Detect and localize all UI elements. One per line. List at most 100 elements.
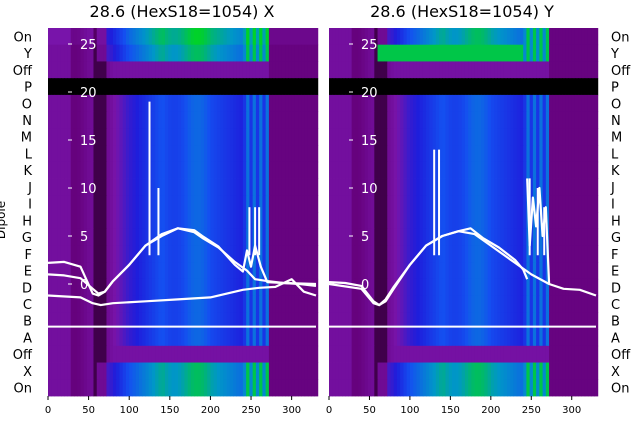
- heatmap-cell: [429, 161, 434, 179]
- heatmap-cell: [246, 329, 251, 347]
- heatmap-cell: [477, 329, 482, 347]
- heatmap-cell: [77, 228, 82, 246]
- heatmap-cell: [474, 312, 479, 330]
- heatmap-cell: [451, 262, 456, 280]
- heatmap-cell: [278, 94, 283, 113]
- heatmap-cell: [272, 94, 276, 113]
- heatmap-cell: [403, 212, 408, 230]
- heatmap-cell: [380, 278, 385, 297]
- heatmap-cell: [119, 262, 124, 280]
- heatmap-cell: [545, 278, 550, 297]
- heatmap-cell: [584, 379, 589, 397]
- heatmap-cell: [203, 278, 208, 297]
- heatmap-cell: [387, 245, 392, 263]
- heatmap-cell: [158, 262, 163, 280]
- heatmap-cell: [400, 228, 405, 246]
- heatmap-cell: [168, 94, 173, 113]
- heatmap-cell: [367, 312, 372, 330]
- heatmap-cell: [367, 212, 372, 230]
- heatmap-cell: [371, 295, 375, 313]
- heatmap-cell: [507, 262, 511, 280]
- heatmap-cell: [532, 94, 537, 113]
- heatmap-row: [48, 161, 319, 179]
- heatmap-cell: [574, 262, 579, 280]
- heatmap-cell: [223, 145, 228, 163]
- heatmap-cell: [594, 278, 599, 297]
- heatmap-cell: [246, 94, 251, 113]
- heatmap-cell: [380, 245, 385, 263]
- heatmap-cell: [451, 28, 456, 46]
- heatmap-cell: [67, 178, 72, 196]
- row-label-left: F: [25, 248, 32, 263]
- heatmap-cell: [532, 111, 537, 129]
- heatmap-cell: [70, 94, 75, 113]
- heatmap-cell: [255, 128, 260, 146]
- heatmap-cell: [116, 295, 121, 313]
- heatmap-cell: [455, 145, 460, 163]
- heatmap-cell: [203, 312, 208, 330]
- heatmap-cell: [406, 295, 411, 313]
- heatmap-cell: [471, 161, 476, 179]
- heatmap-cell: [142, 28, 147, 46]
- heatmap-cell: [298, 161, 302, 179]
- heatmap-cell: [574, 94, 579, 113]
- heatmap-cell: [200, 245, 205, 263]
- heatmap-cell: [291, 295, 296, 313]
- heatmap-cell: [242, 362, 247, 380]
- heatmap-cell: [474, 329, 479, 347]
- heatmap-cell: [594, 78, 599, 96]
- heatmap-cell: [148, 78, 153, 96]
- heatmap-row: [48, 195, 319, 213]
- heatmap-cell: [80, 161, 85, 179]
- heatmap-cell: [236, 61, 241, 79]
- heatmap-cell: [103, 161, 108, 179]
- heatmap-cell: [384, 128, 388, 146]
- heatmap-cell: [329, 61, 333, 79]
- heatmap-cell: [119, 312, 124, 330]
- heatmap-cell: [497, 228, 502, 246]
- heatmap-cell: [151, 362, 156, 380]
- heatmap-cell: [338, 295, 343, 313]
- heatmap-cell: [494, 228, 498, 246]
- heatmap-cell: [377, 78, 382, 96]
- heatmap-cell: [168, 262, 173, 280]
- row-label-left: A: [23, 331, 32, 346]
- heatmap-cell: [151, 379, 156, 397]
- heatmap-cell: [67, 28, 72, 46]
- heatmap-cell: [48, 278, 52, 297]
- heatmap-cell: [584, 44, 589, 62]
- heatmap-cell: [112, 94, 117, 113]
- heatmap-cell: [552, 94, 557, 113]
- heatmap-cell: [187, 262, 192, 280]
- heatmap-cell: [393, 329, 398, 347]
- heatmap-cell: [171, 362, 176, 380]
- heatmap-cell: [490, 111, 495, 129]
- heatmap-cell: [216, 278, 221, 297]
- heatmap-cell: [171, 178, 176, 196]
- heatmap-cell: [307, 28, 312, 46]
- heatmap-cell: [536, 262, 540, 280]
- x-axis-x: 0 50 100 150 200 250 300: [45, 396, 301, 416]
- heatmap-cell: [387, 111, 392, 129]
- heatmap-cell: [426, 111, 430, 129]
- heatmap-cell: [487, 245, 492, 263]
- heatmap-cell: [419, 161, 424, 179]
- heatmap-cell: [571, 44, 576, 62]
- heatmap-cell: [220, 245, 225, 263]
- heatmap-cell: [155, 245, 160, 263]
- heatmap-cell: [400, 161, 405, 179]
- heatmap-cell: [536, 128, 540, 146]
- heatmap-cell: [155, 212, 160, 230]
- row-label-left: B: [23, 315, 32, 330]
- heatmap-cell: [155, 161, 160, 179]
- heatmap-cell: [594, 312, 599, 330]
- heatmap-cell: [298, 245, 302, 263]
- heatmap-cell: [332, 44, 337, 62]
- heatmap-cell: [259, 329, 263, 347]
- heatmap-cell: [226, 245, 231, 263]
- heatmap-cell: [184, 128, 189, 146]
- x-tick-label: 50: [363, 405, 376, 416]
- heatmap-cell: [345, 78, 350, 96]
- heatmap-cell: [406, 228, 411, 246]
- heatmap-cell: [194, 245, 199, 263]
